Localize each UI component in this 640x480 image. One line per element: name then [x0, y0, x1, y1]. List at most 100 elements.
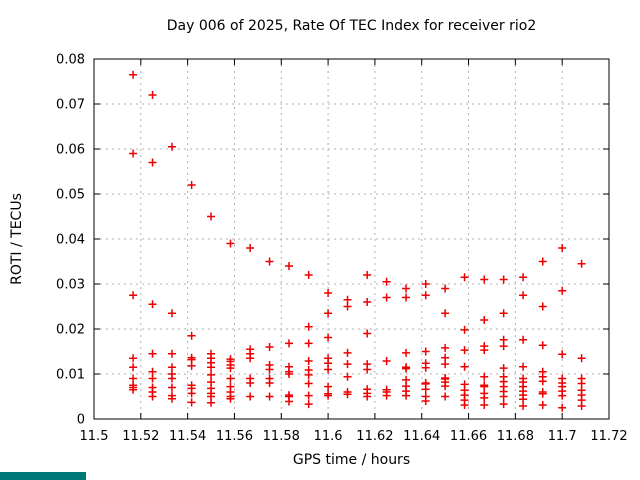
data-point-marker	[284, 370, 293, 378]
data-point-marker	[460, 273, 469, 282]
data-point-marker	[207, 363, 216, 372]
data-point-marker	[265, 257, 274, 266]
data-point-marker	[421, 397, 430, 405]
data-point-marker	[343, 348, 352, 357]
data-point-marker	[265, 379, 274, 387]
data-point-marker	[207, 370, 216, 379]
data-point-marker	[129, 363, 138, 372]
data-point-marker	[343, 295, 352, 304]
data-point-marker	[363, 329, 372, 338]
data-point-marker	[167, 383, 176, 392]
data-point-marker	[421, 347, 430, 356]
data-point-marker	[460, 362, 469, 371]
data-point-marker	[265, 392, 274, 401]
data-point-marker	[187, 181, 196, 189]
taskbar-fragment	[0, 472, 86, 480]
data-point-marker	[129, 291, 138, 300]
data-point-marker	[226, 374, 235, 383]
data-point-marker	[363, 392, 372, 401]
data-point-marker	[577, 354, 586, 363]
data-point-marker	[402, 284, 411, 293]
y-tick-label: 0.06	[56, 143, 85, 158]
y-tick-label: 0.04	[56, 233, 85, 248]
data-point-marker	[499, 309, 508, 318]
y-tick-label: 0	[77, 413, 85, 428]
data-point-marker	[324, 289, 333, 297]
data-point-marker	[304, 339, 313, 348]
data-point-marker	[246, 379, 255, 387]
data-point-marker	[167, 142, 176, 151]
data-point-marker	[441, 309, 450, 318]
y-tick-label: 0.02	[56, 323, 85, 338]
data-point-marker	[480, 275, 489, 284]
data-point-marker	[577, 379, 586, 388]
data-point-marker	[304, 391, 313, 400]
data-point-marker	[441, 360, 450, 369]
data-point-marker	[480, 372, 489, 381]
data-point-marker	[343, 360, 352, 369]
x-tick-label: 11.68	[497, 429, 534, 444]
data-point-marker	[167, 363, 176, 372]
data-point-marker	[538, 257, 547, 266]
chart-title: Day 006 of 2025, Rate Of TEC Index for r…	[166, 18, 537, 34]
data-point-marker	[519, 291, 528, 300]
y-tick-label: 0.03	[56, 278, 85, 293]
data-point-marker	[441, 382, 450, 391]
data-point-marker	[167, 349, 176, 358]
data-point-marker	[226, 364, 235, 373]
data-point-marker	[421, 363, 430, 372]
data-point-marker	[246, 354, 255, 363]
data-point-marker	[226, 239, 235, 248]
data-point-marker	[402, 364, 411, 373]
data-point-marker	[558, 286, 567, 295]
data-point-marker	[402, 391, 411, 400]
y-tick-label: 0.05	[56, 188, 85, 203]
x-tick-label: 11.66	[450, 429, 487, 444]
data-point-marker	[148, 300, 157, 309]
data-point-marker	[402, 348, 411, 357]
x-tick-label: 11.5	[80, 429, 109, 444]
tick-labels: 11.5 11.52 11.54 11.56 11.58 11.6 11.62 11.64 11…	[56, 53, 628, 445]
data-point-marker	[363, 365, 372, 374]
data-point-marker	[382, 356, 391, 365]
x-tick-label: 11.56	[216, 429, 253, 444]
data-point-marker	[382, 277, 391, 286]
data-point-marker	[382, 293, 391, 302]
data-point-marker	[167, 394, 176, 403]
data-point-marker	[324, 333, 333, 342]
data-point-marker	[129, 385, 138, 394]
data-point-marker	[480, 401, 489, 410]
data-point-marker	[304, 356, 313, 365]
data-point-marker	[284, 397, 293, 406]
data-point-marker	[499, 400, 508, 409]
data-point-marker	[324, 309, 333, 318]
data-point-marker	[148, 91, 157, 99]
data-point-marker	[421, 291, 430, 300]
data-point-marker	[519, 401, 528, 410]
data-point-marker	[382, 391, 391, 400]
y-tick-label: 0.08	[56, 53, 85, 68]
data-point-marker	[538, 401, 547, 410]
data-point-marker	[284, 339, 293, 348]
data-point-marker	[187, 331, 196, 340]
data-point-marker	[187, 361, 196, 370]
data-point-marker	[441, 343, 450, 352]
data-point-marker	[577, 259, 586, 268]
data-point-marker	[363, 298, 372, 306]
y-tick-label: 0.07	[56, 98, 85, 113]
data-point-marker	[558, 403, 567, 412]
data-point-marker	[480, 382, 489, 391]
data-point-marker	[421, 280, 430, 288]
x-tick-label: 11.54	[169, 429, 206, 444]
data-point-marker	[460, 401, 469, 410]
x-tick-label: 11.64	[403, 429, 440, 444]
data-point-marker	[538, 377, 547, 386]
data-points	[129, 70, 586, 412]
data-point-marker	[207, 212, 216, 221]
data-point-marker	[265, 365, 274, 374]
x-tick-label: 11.52	[122, 429, 159, 444]
data-point-marker	[363, 271, 372, 279]
data-point-marker	[343, 390, 352, 399]
data-point-marker	[148, 367, 157, 376]
